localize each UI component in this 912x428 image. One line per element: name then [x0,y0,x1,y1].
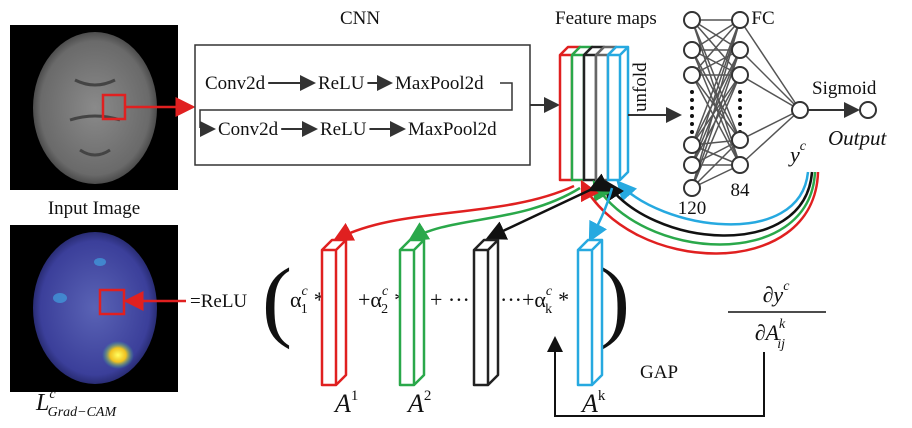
map-sup: 2 [424,388,432,404]
node [732,132,748,148]
edge [740,20,800,110]
map-slab [578,240,602,385]
cnn-rows: Conv2d ReLU MaxPool2d Conv2d ReLU MaxPool2d [200,73,497,140]
node [792,102,808,118]
map-slab [400,240,424,385]
layer-label: MaxPool2d [408,119,497,140]
map-base: A [406,389,424,418]
term-sub: 2 [381,302,388,317]
term: + ··· [430,287,470,312]
dot [738,98,742,102]
term: ···+αck * [500,284,569,317]
svg-text:∂yc: ∂yc [763,279,791,307]
map-label: Ak [580,388,606,418]
term-sup: c [302,284,309,299]
term-op: * [558,287,569,312]
layer-label: ReLU [320,119,367,140]
fc-label: FC [751,8,774,29]
term: +αc2* [358,284,405,317]
paren: ) [600,251,630,350]
map-base: A [580,389,598,418]
output-node [860,102,876,118]
cnn-label: CNN [340,8,380,29]
map-slab [322,240,346,385]
layer-label: MaxPool2d [395,73,484,94]
map-label: A2 [406,388,431,418]
relu-label: =ReLU [190,291,247,312]
dot [690,130,694,134]
edge [740,110,800,140]
sigmoid-label: Sigmoid [812,78,877,99]
node [732,67,748,83]
dot [738,90,742,94]
node [684,180,700,196]
diagram: Input Image LcGrad−CAM CNN Conv2dReLUMax… [0,0,912,428]
dot [738,122,742,126]
node [684,12,700,28]
node [732,42,748,58]
fc-size: 84 [731,180,751,201]
term-prefix: ···+α [500,287,546,312]
gradient-arrow [606,172,812,236]
dot [690,90,694,94]
layer-label: Conv2d [205,73,266,94]
dot [738,114,742,118]
dot [690,114,694,118]
node [684,137,700,153]
feature-maps [560,47,628,180]
dot [690,106,694,110]
output-label: Output [828,126,888,150]
cam-image [10,225,178,392]
map-label: A1 [333,388,358,418]
weight-arrow [335,186,574,240]
dot [690,98,694,102]
layer-label: ReLU [318,73,365,94]
term-sub: 1 [301,302,308,317]
fc-size: 120 [678,198,707,219]
term-prefix: + ··· [430,287,470,312]
cnn-box [195,45,530,165]
term-prefix: +α [358,287,382,312]
map-sup: 1 [351,388,359,404]
fc-net [684,12,808,196]
node [684,67,700,83]
weight-arrow [590,188,612,240]
feature-maps-label: Feature maps [555,8,657,29]
term-sup: c [382,284,389,299]
node [684,42,700,58]
output-symbol: yc [788,139,807,167]
layer-label: Conv2d [218,119,279,140]
input-label: Input Image [48,198,140,219]
gap-label: GAP [640,362,678,383]
map-base: A [333,389,351,418]
node [732,12,748,28]
map-slab [608,47,628,180]
map-slab [474,240,498,385]
node [684,157,700,173]
node [732,157,748,173]
dot [738,106,742,110]
paren: ( [262,251,292,350]
term-sup: c [546,284,553,299]
unfold-label: unfold [630,62,651,112]
term-sub: k [545,302,552,317]
dot [690,122,694,126]
map-sup: k [598,388,606,404]
